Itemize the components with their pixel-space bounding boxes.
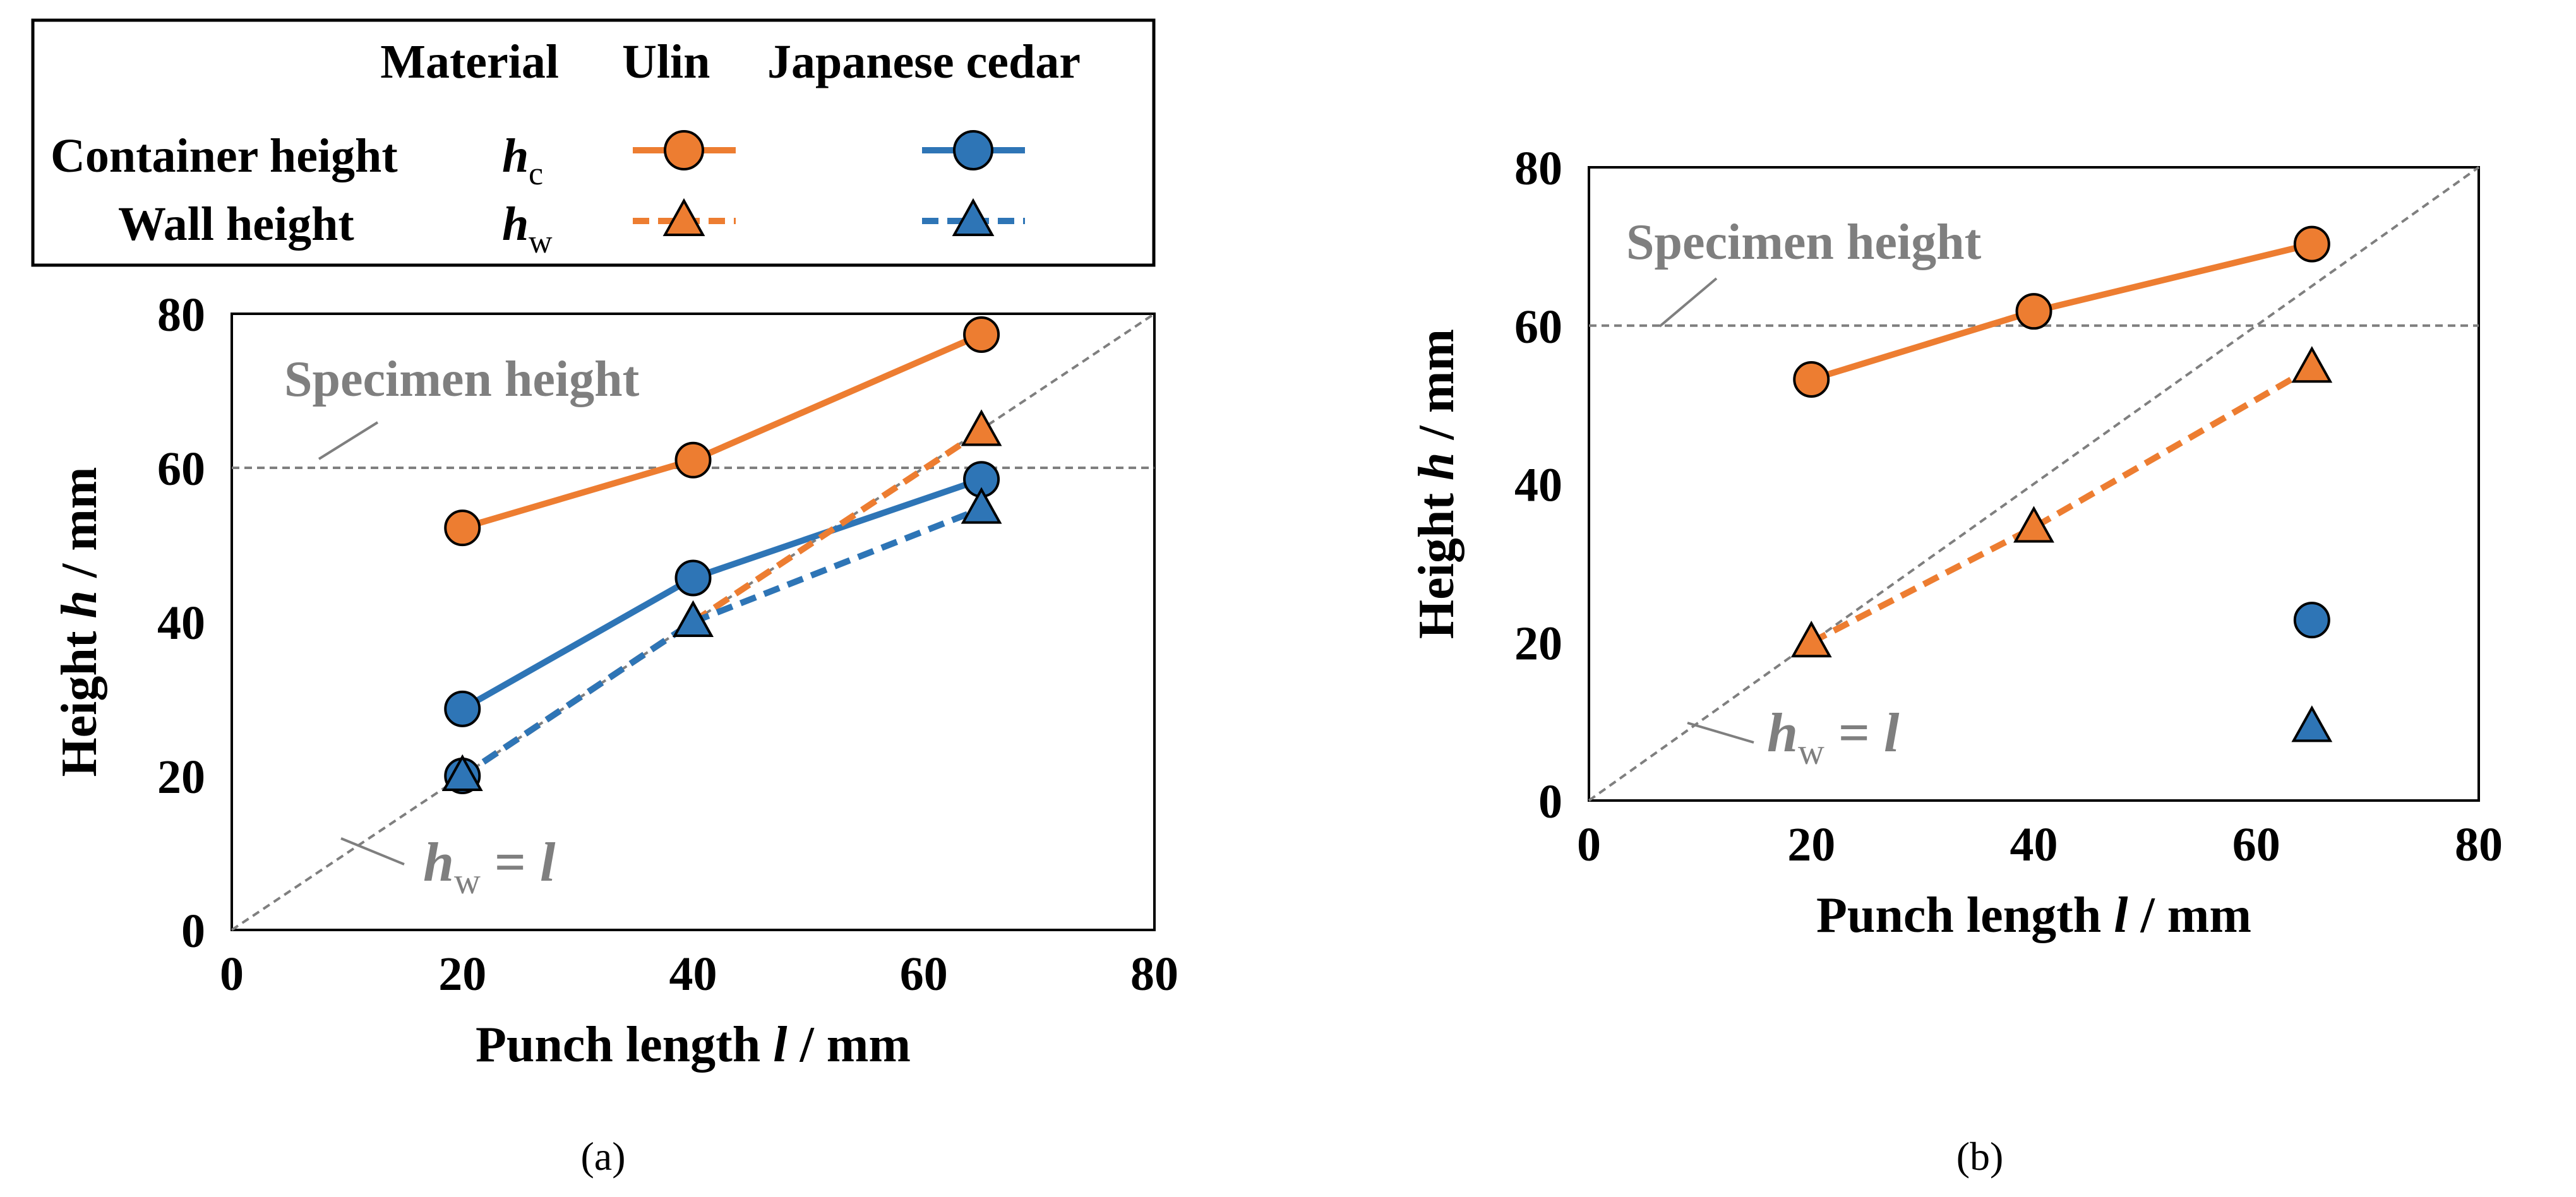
x-tick-label: 40 (2010, 818, 2058, 871)
chart-panel-a: 0 20 40 60 80 0 20 40 60 80 Punch length l / mm Hei… (52, 289, 1178, 1179)
x-tick-label: 0 (1577, 818, 1601, 871)
data-point-triangle (1790, 621, 1832, 658)
legend-wall-label: Wall height (118, 198, 354, 251)
legend-container-symbol: h (502, 129, 529, 182)
y-tick-label: 80 (157, 289, 205, 342)
y-tick-label: 20 (1514, 617, 1562, 670)
data-point-circle (1793, 361, 1830, 398)
data-point-circle (444, 509, 481, 547)
legend-material-header: Material (380, 35, 559, 88)
series-line (460, 506, 983, 779)
legend-container-label: Container height (51, 129, 398, 182)
y-tick-label: 0 (181, 905, 205, 958)
specimen-height-label: Specimen height (284, 352, 640, 407)
panel-caption: (b) (1956, 1134, 2004, 1179)
specimen-height-leader (318, 421, 379, 460)
y-tick-label: 0 (1538, 775, 1562, 828)
reference-line-leader (1687, 722, 1754, 744)
data-point-triangle (673, 600, 714, 637)
legend-wall-subscript: w (529, 224, 553, 260)
x-tick-label: 40 (669, 948, 717, 1001)
legend-sample-cedar-container (922, 130, 1025, 170)
data-point-circle (2293, 225, 2330, 263)
specimen-height-label: Specimen height (1626, 215, 1982, 270)
legend-sample-cedar-wall (922, 198, 1025, 236)
specimen-height-leader (1658, 277, 1718, 328)
legend-wall-symbol: h (502, 198, 529, 251)
x-tick-label: 20 (1787, 818, 1835, 871)
data-point-circle (963, 316, 1000, 353)
data-point-triangle (2291, 705, 2333, 742)
data-point-circle (674, 441, 712, 479)
reference-line-hw-equals-l (231, 313, 1156, 931)
legend-ulin-header: Ulin (622, 35, 710, 88)
y-tick-label: 60 (1514, 301, 1562, 354)
data-point-circle (444, 690, 481, 727)
panel-caption: (a) (580, 1134, 625, 1179)
x-tick-label: 60 (900, 948, 948, 1001)
x-tick-label: 20 (438, 948, 486, 1001)
reference-line-hw-equals-l (1588, 166, 2480, 802)
data-point-circle (674, 559, 712, 597)
chart-panel-b: 0 20 40 60 80 0 20 40 60 80 Punch length l / mm Hei… (1409, 142, 2503, 1179)
legend: Material Ulin Japanese cedar Container h… (31, 18, 1156, 267)
data-point-triangle (961, 409, 1002, 446)
x-tick-label: 60 (2232, 818, 2280, 871)
y-axis-title: Height h / mm (1409, 329, 1465, 639)
data-point-triangle (961, 487, 1002, 524)
y-tick-label: 40 (157, 597, 205, 650)
reference-line-label: hw = l (423, 832, 556, 902)
y-tick-label: 80 (1514, 142, 1562, 195)
y-tick-label: 60 (157, 443, 205, 496)
y-axis-title: Height h / mm (52, 467, 107, 777)
series-line (460, 428, 983, 779)
x-axis-title: Punch length l / mm (1816, 888, 2251, 943)
x-tick-label: 80 (1130, 948, 1178, 1001)
x-tick-label: 80 (2455, 818, 2503, 871)
y-tick-label: 20 (157, 751, 205, 804)
legend-cedar-header: Japanese cedar (767, 35, 1081, 88)
x-tick-label: 0 (220, 948, 244, 1001)
reference-line-leader (340, 837, 405, 866)
series-line (1809, 364, 2314, 645)
x-axis-title: Punch length l / mm (476, 1017, 911, 1073)
reference-line-label: hw = l (1767, 703, 1900, 772)
y-tick-label: 40 (1514, 459, 1562, 512)
legend-sample-ulin-wall (633, 198, 736, 236)
data-point-circle (2015, 293, 2052, 330)
legend-sample-ulin-container (633, 130, 736, 170)
data-point-triangle (441, 754, 483, 791)
data-point-triangle (2013, 506, 2054, 543)
legend-container-subscript: c (529, 156, 543, 192)
data-point-triangle (2291, 346, 2333, 383)
data-point-circle (2293, 602, 2330, 639)
